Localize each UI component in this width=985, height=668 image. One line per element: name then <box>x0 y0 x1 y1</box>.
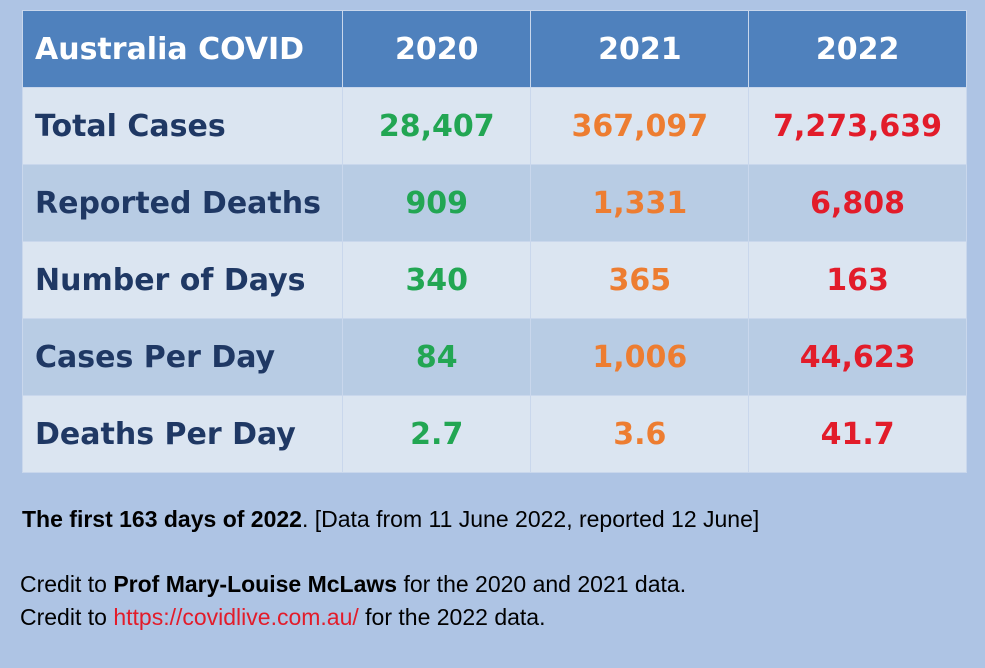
cell-2022: 44,623 <box>748 318 967 396</box>
table-row-deaths-per-day: Deaths Per Day 2.7 3.6 41.7 <box>21 395 967 473</box>
cell-2022: 41.7 <box>748 395 967 473</box>
table-row-total-cases: Total Cases 28,407 367,097 7,273,639 <box>21 87 967 165</box>
table-row-reported-deaths: Reported Deaths 909 1,331 6,808 <box>21 164 967 242</box>
cell-2020: 909 <box>342 164 532 242</box>
row-label: Reported Deaths <box>21 164 344 242</box>
cell-2020: 84 <box>342 318 532 396</box>
cell-2021: 1,331 <box>530 164 750 242</box>
cell-2020: 340 <box>342 241 532 319</box>
row-label: Cases Per Day <box>21 318 344 396</box>
covidlive-link[interactable]: https://covidlive.com.au/ <box>113 604 359 630</box>
header-2022: 2022 <box>748 10 967 88</box>
credits: Credit to Prof Mary-Louise McLaws for th… <box>20 568 686 634</box>
row-label: Total Cases <box>21 87 344 165</box>
credit-line-2: Credit to https://covidlive.com.au/ for … <box>20 601 686 634</box>
cell-2020: 2.7 <box>342 395 532 473</box>
credit-1-suffix: for the 2020 and 2021 data. <box>397 571 687 597</box>
cell-2021: 1,006 <box>530 318 750 396</box>
row-label: Deaths Per Day <box>21 395 344 473</box>
note-bold: The first 163 days of 2022 <box>22 506 302 532</box>
table-header-row: Australia COVID 2020 2021 2022 <box>21 10 967 88</box>
table-row-number-of-days: Number of Days 340 365 163 <box>21 241 967 319</box>
cell-2022: 163 <box>748 241 967 319</box>
covid-stats-table: Australia COVID 2020 2021 2022 Total Cas… <box>21 10 967 473</box>
data-note: The first 163 days of 2022. [Data from 1… <box>22 506 759 533</box>
cell-2022: 7,273,639 <box>748 87 967 165</box>
row-label: Number of Days <box>21 241 344 319</box>
header-2020: 2020 <box>342 10 532 88</box>
header-2021: 2021 <box>530 10 750 88</box>
credit-2-prefix: Credit to <box>20 604 114 630</box>
cell-2020: 28,407 <box>342 87 532 165</box>
credit-1-name: Prof Mary-Louise McLaws <box>113 571 398 597</box>
credit-line-1: Credit to Prof Mary-Louise McLaws for th… <box>20 568 686 601</box>
note-rest: . [Data from 11 June 2022, reported 12 J… <box>301 506 760 532</box>
table-row-cases-per-day: Cases Per Day 84 1,006 44,623 <box>21 318 967 396</box>
header-title: Australia COVID <box>21 10 344 88</box>
cell-2022: 6,808 <box>748 164 967 242</box>
cell-2021: 367,097 <box>530 87 750 165</box>
cell-2021: 365 <box>530 241 750 319</box>
credit-2-suffix: for the 2022 data. <box>358 604 546 630</box>
credit-1-prefix: Credit to <box>20 571 114 597</box>
cell-2021: 3.6 <box>530 395 750 473</box>
